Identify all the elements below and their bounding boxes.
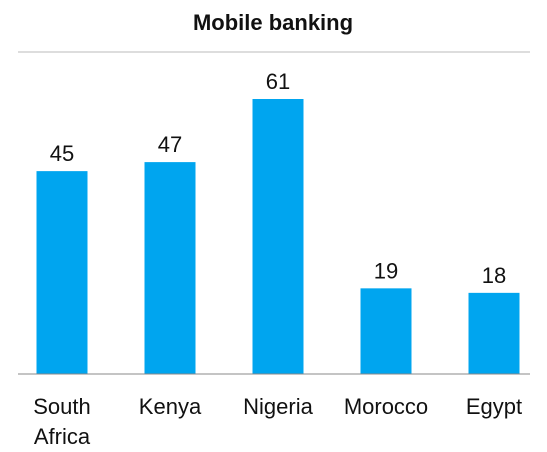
bar bbox=[252, 99, 304, 374]
bar bbox=[468, 292, 520, 374]
value-label: 45 bbox=[50, 141, 74, 166]
bar bbox=[36, 171, 88, 374]
value-label: 47 bbox=[158, 132, 182, 157]
value-label: 18 bbox=[482, 263, 506, 288]
bar bbox=[360, 288, 412, 374]
x-tick-label: Kenya bbox=[138, 394, 202, 419]
value-label: 19 bbox=[374, 258, 398, 283]
x-tick-label: Egypt bbox=[465, 394, 523, 419]
x-tick-label: South Africa bbox=[33, 394, 91, 449]
chart-title: Mobile banking bbox=[193, 10, 353, 35]
value-label: 61 bbox=[266, 69, 290, 94]
x-tick-label: Morocco bbox=[343, 394, 429, 419]
x-tick-label: Nigeria bbox=[243, 394, 313, 419]
bar bbox=[144, 162, 196, 374]
